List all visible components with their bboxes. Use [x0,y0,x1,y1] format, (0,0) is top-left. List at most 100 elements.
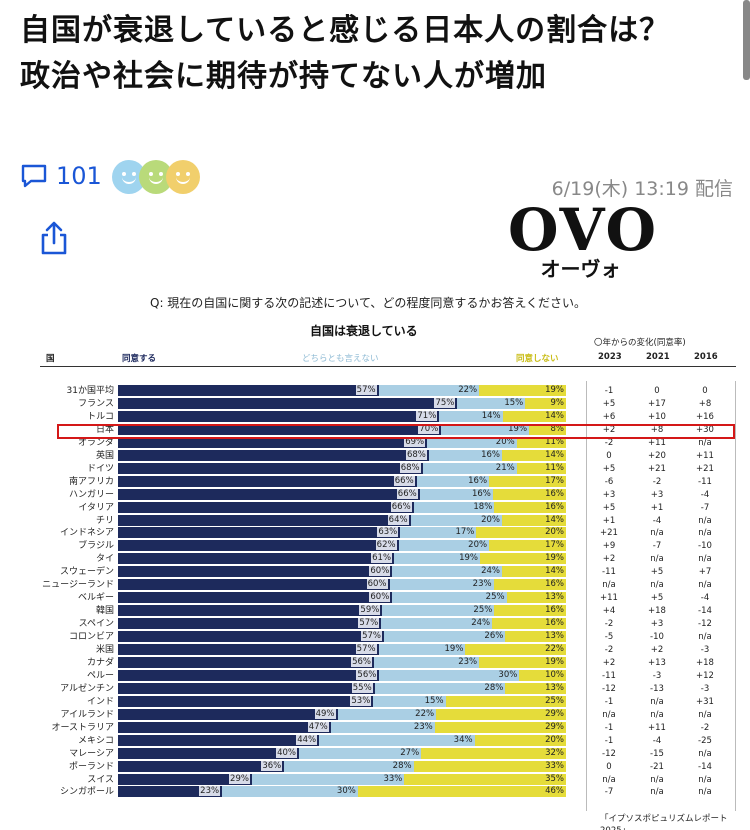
change-value: n/a [698,528,712,539]
bar-value-label: 19% [459,553,478,564]
chart-row: ポーランド 36% 28% 33% 0 -21 -14 [0,760,750,774]
chart-row: オランダ 69% 20% 11% -2 +11 n/a [0,436,750,450]
change-value: +3 [650,489,664,500]
change-value: n/a [650,787,664,798]
bar-segment: 24% [381,618,493,630]
change-value: -4 [652,735,662,746]
country-label: ハンガリー [68,489,114,500]
bar-value-label: 44% [296,734,318,745]
bar-segment: 17% [489,540,566,552]
stacked-bar: 36% 28% 33% [118,760,566,772]
bar-value-label: 23% [199,786,221,797]
bar-segment: 16% [494,501,566,513]
country-label: ドイツ [86,463,114,474]
change-value: -11 [602,567,616,578]
chart-row: インドネシア 63% 17% 20% +21 n/a n/a [0,527,750,540]
change-value: +2 [602,554,616,565]
stacked-bar: 60% 23% 16% [118,579,566,591]
bar-segment: 19% [378,644,466,655]
change-value: 0 [702,386,708,396]
change-value: +13 [648,657,666,668]
change-value: n/a [650,554,664,565]
bar-value-label: 59% [359,605,381,616]
bar-value-label: 26% [484,631,504,642]
chart-row: 英国 68% 16% 14% 0 +20 +11 [0,449,750,463]
change-value: +21 [696,463,714,474]
bar-value-label: 29% [545,721,564,732]
change-value: +8 [698,398,712,409]
header-divider [40,366,736,367]
stacked-bar: 49% 22% 29% [118,708,566,720]
stacked-bar: 62% 20% 17% [118,540,566,552]
change-value: +3 [650,619,664,630]
country-label: トルコ [87,411,114,422]
share-icon[interactable] [38,220,70,256]
bar-value-label: 66% [390,501,412,512]
country-label: スペイン [78,619,114,630]
bar-segment: 25% [392,592,507,604]
stacked-bar: 66% 16% 17% [118,475,566,487]
change-value: n/a [650,580,664,591]
chart-row: ニュージーランド 60% 23% 16% n/a n/a n/a [0,579,750,592]
bar-value-label: 56% [351,656,372,667]
bar-segment: 13% [505,631,566,643]
change-value: -10 [698,541,712,552]
country-label: ブラジル [78,541,114,552]
bar-value-label: 13% [545,682,564,693]
year-header: 2016 [694,352,718,362]
change-value: +16 [696,411,714,422]
bar-segment: 32% [421,747,566,759]
stacked-bar: 47% 23% 29% [118,721,566,733]
logo-main: OVO [508,196,659,264]
bar-value-label: 46% [545,786,564,797]
bar-value-label: 57% [355,385,377,395]
country-label: オランダ [77,437,114,448]
publisher-logo: OVO オーヴォ [508,196,659,280]
bar-segment: 60% [118,592,393,604]
scrollbar[interactable] [743,0,750,80]
bar-segment: 16% [492,488,566,500]
bar-value-label: 32% [545,747,564,758]
bar-value-label: 9% [550,397,564,408]
bar-value-label: 16% [545,618,564,629]
bar-value-label: 16% [468,475,488,486]
bar-value-label: 23% [413,721,433,732]
article-headline: 自国が衰退していると感じる日本人の割合は？ 政治や社会に期待が持てない人が増加 [20,13,702,94]
change-value: -12 [602,683,616,694]
stacked-bar: 66% 18% 16% [118,501,566,513]
bar-value-label: 33% [545,760,564,771]
stacked-bar: 57% 22% 19% [118,385,566,396]
japan-highlight-box [57,424,735,439]
bar-value-label: 75% [434,397,456,408]
bar-segment: 61% [118,553,395,565]
bar-segment: 63% [118,527,401,539]
change-value: -4 [700,593,710,604]
change-value: +18 [696,657,714,668]
stacked-bar: 29% 33% 35% [118,773,566,785]
change-value: +11 [600,593,618,604]
comment-button[interactable]: 101 [20,162,102,190]
bar-value-label: 24% [471,618,491,629]
bar-segment: 19% [480,553,566,565]
bar-segment: 36% [118,760,285,772]
bar-segment: 15% [373,695,446,707]
bar-value-label: 25% [473,605,493,616]
bar-value-label: 19% [545,553,564,564]
chart-title: 自国は衰退している [310,324,418,338]
stacked-bar: 56% 23% 19% [118,656,566,668]
bar-value-label: 57% [355,644,377,654]
bar-value-label: 60% [369,566,391,577]
stacked-bar: 53% 15% 25% [118,695,566,707]
bar-value-label: 22% [545,644,564,654]
bar-value-label: 17% [545,540,564,551]
bar-segment: 14% [502,410,566,422]
change-value: +7 [698,567,712,578]
bar-value-label: 22% [458,385,478,395]
bar-segment: 14% [501,514,566,526]
change-value: -3 [700,645,710,655]
change-value: +10 [648,411,666,422]
chart-row: スウェーデン 60% 24% 14% -11 +5 +7 [0,566,750,579]
bar-value-label: 20% [468,540,488,551]
bar-value-label: 61% [371,553,393,564]
bar-value-label: 35% [545,773,564,784]
